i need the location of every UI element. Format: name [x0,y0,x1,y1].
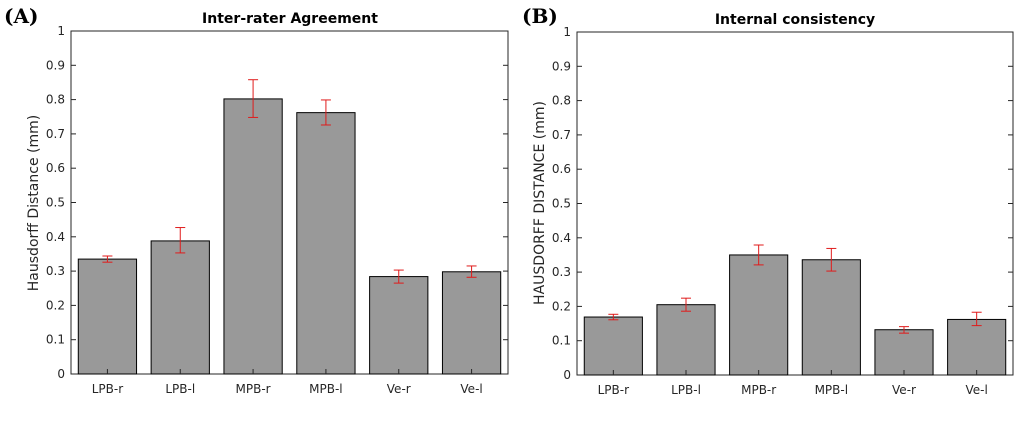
panel-a-y-tick-label: 0.3 [46,264,65,278]
panel-a-y-axis-label: Hausdorff Distance (mm) [26,115,42,291]
panel-a-y-tick-label: 0.9 [46,58,65,72]
panel-a-y-tick-label: 0.6 [46,161,65,175]
panel-a-y-tick-label: 0.7 [46,127,65,141]
panel-b-y-tick-label: 0.7 [552,128,571,142]
panel-b-x-tick-label: LPB-l [671,383,701,397]
panel-b-bar-mpb-r [729,254,789,376]
panel-a-bar-ve-r [369,276,429,375]
panel-b-x-tick-label: Ve-r [892,383,916,397]
panel-a-x-tick-label: LPB-l [165,382,195,396]
panel-b-y-tick-label: 0.4 [552,231,571,245]
panel-a-bar-lpb-l [150,240,210,375]
panel-b-y-tick-label: 1 [563,25,571,39]
panel-a-y-tick-label: 0.8 [46,93,65,107]
panel-b-y-tick-label: 0.9 [552,59,571,73]
panel-b-x-tick-label: MPB-l [815,383,849,397]
panel-a-y-tick-label: 0.5 [46,196,65,210]
panel-a-x-tick-label: LPB-r [92,382,123,396]
panel-a-x-tick-label: MPB-l [309,382,343,396]
panel-b-title: Internal consistency [715,12,875,28]
panel-a-bar-ve-l [441,271,502,375]
panel-b-bar-lpb-r [583,316,643,376]
panel-a-title: Inter-rater Agreement [202,11,378,27]
panel-b-y-tick-label: 0.8 [552,94,571,108]
panel-b-label: (B) [522,4,558,28]
panel-a-label: (A) [4,4,38,28]
panel-b-y-tick-label: 0.6 [552,162,571,176]
panel-b-y-axis-label: HAUSDORFF DISTANCE (mm) [532,101,548,305]
panel-b-x-tick-label: LPB-r [598,383,629,397]
panel-a-x-tick-label: Ve-l [460,382,482,396]
panel-a-y-tick-label: 0.2 [46,298,65,312]
panel-b-bar-lpb-l [656,304,716,376]
panel-a-bar-lpb-r [77,258,138,375]
panel-a-x-tick-label: Ve-r [387,382,411,396]
panel-a-x-tick-label: MPB-r [236,382,271,396]
panel-b-y-tick-label: 0.2 [552,299,571,313]
panel-a-bar-mpb-r [223,98,283,375]
panel-a-y-tick-label: 1 [57,24,65,38]
panel-a-y-tick-label: 0.1 [46,333,65,347]
panel-b-x-tick-label: Ve-l [966,383,988,397]
panel-b-y-tick-label: 0.1 [552,334,571,348]
panel-b-y-tick-label: 0.5 [552,197,571,211]
panel-a-y-tick-label: 0.4 [46,230,65,244]
panel-b-x-tick-label: MPB-r [741,383,776,397]
panel-b-y-tick-label: 0 [563,368,571,382]
panel-b-bar-mpb-l [801,259,861,376]
panel-b-bar-ve-l [947,318,1007,376]
panel-a-y-tick-label: 0 [57,367,65,381]
panel-b-y-tick-label: 0.3 [552,265,571,279]
panel-b-bar-ve-r [874,329,934,376]
panel-a-bar-mpb-l [296,112,356,375]
